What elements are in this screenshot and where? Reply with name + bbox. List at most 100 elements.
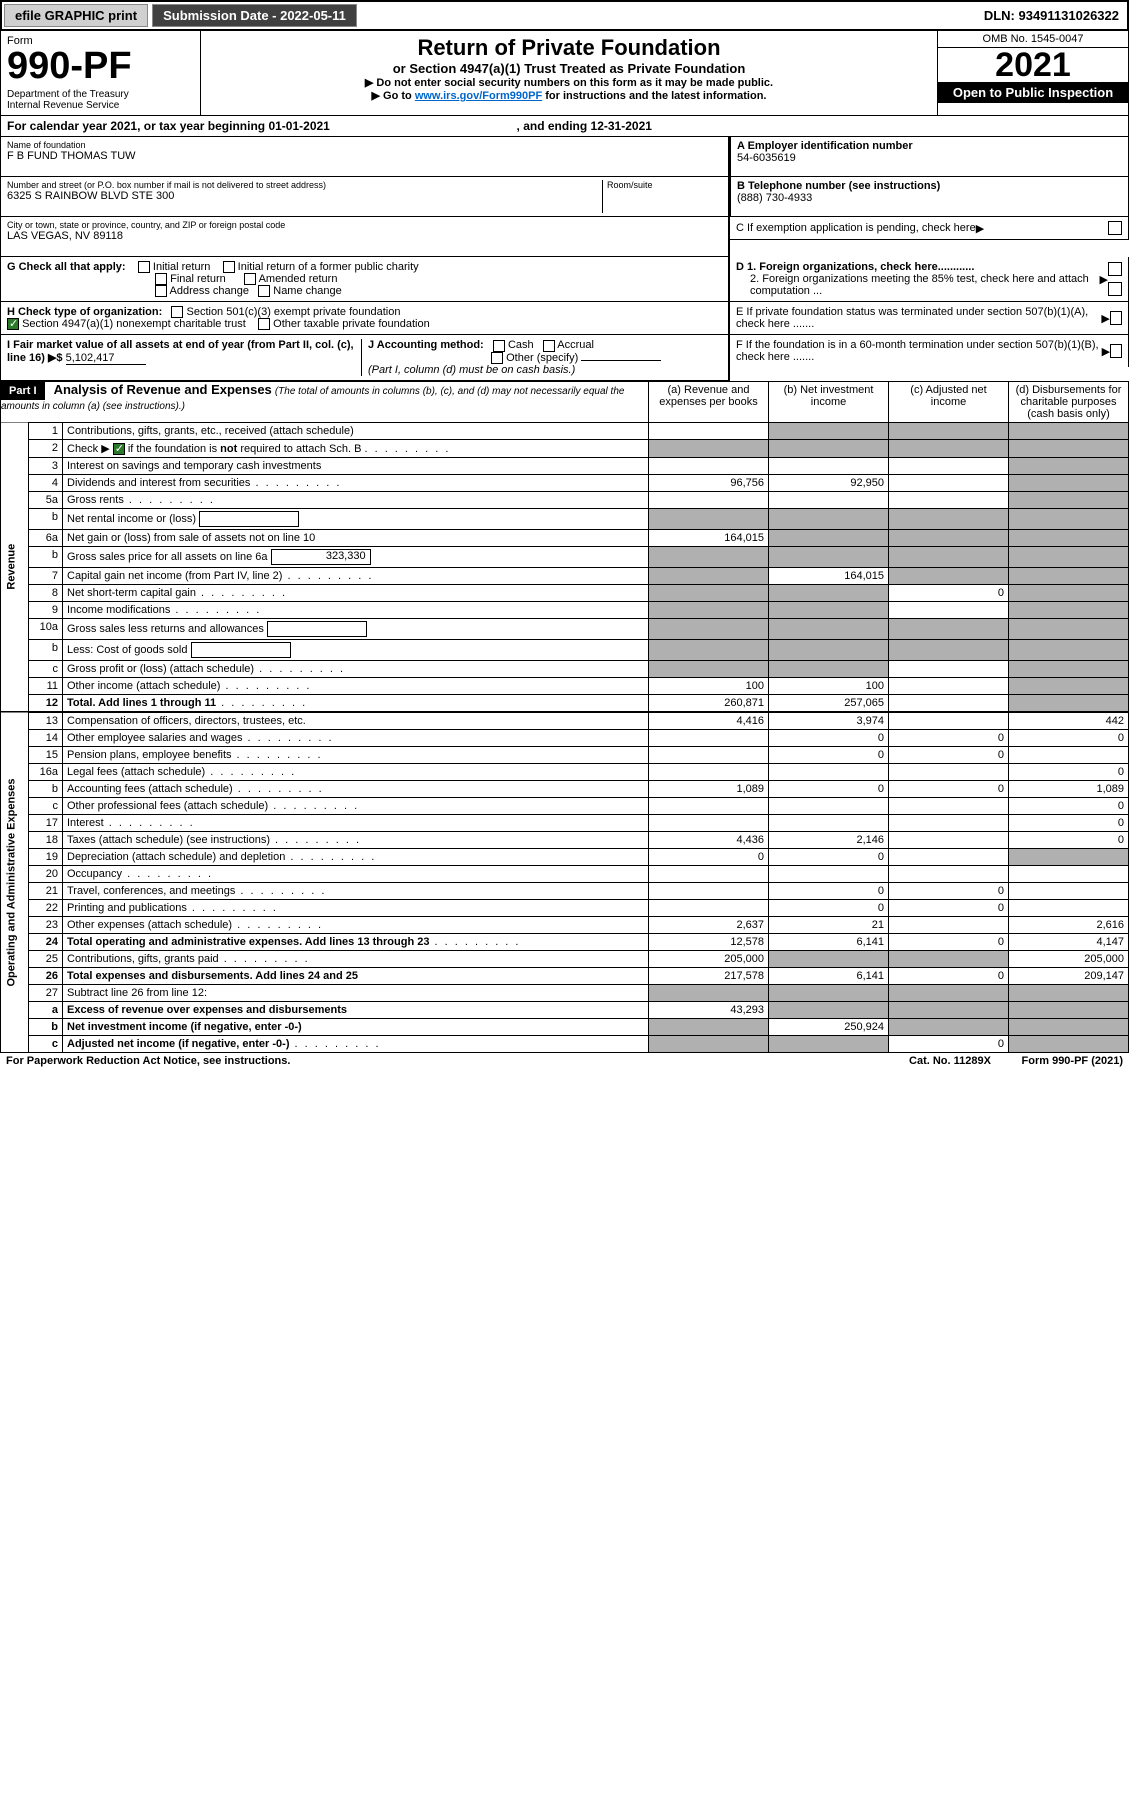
- ein-value: 54-6035619: [737, 152, 1122, 164]
- h-4947-checkbox[interactable]: [7, 318, 19, 330]
- h-501c3-checkbox[interactable]: [171, 306, 183, 318]
- g-initial-checkbox[interactable]: [138, 261, 150, 273]
- g-initial-former-label: Initial return of a former public charit…: [238, 261, 419, 273]
- g-final-label: Final return: [170, 273, 226, 285]
- h-other-label: Other taxable private foundation: [273, 318, 430, 330]
- sub-input: 323,330: [271, 549, 371, 565]
- foundation-address: 6325 S RAINBOW BLVD STE 300: [7, 190, 602, 202]
- line-desc: Total operating and administrative expen…: [63, 933, 649, 950]
- h-other-checkbox[interactable]: [258, 318, 270, 330]
- i-value: 5,102,417: [66, 352, 146, 365]
- h-4947-label: Section 4947(a)(1) nonexempt charitable …: [22, 318, 246, 330]
- room-label: Room/suite: [607, 180, 722, 190]
- d2-checkbox[interactable]: [1108, 282, 1122, 296]
- footer-row: For Paperwork Reduction Act Notice, see …: [0, 1053, 1129, 1069]
- line-desc: Other professional fees (attach schedule…: [63, 797, 649, 814]
- h-501c3-label: Section 501(c)(3) exempt private foundat…: [186, 306, 400, 318]
- line-desc: Capital gain net income (from Part IV, l…: [63, 567, 649, 584]
- form-header: Form 990-PF Department of the Treasury I…: [0, 31, 1129, 116]
- line-number: 22: [29, 899, 63, 916]
- line-desc: Accounting fees (attach schedule): [63, 780, 649, 797]
- line-desc: Net rental income or (loss): [63, 508, 649, 529]
- e-checkbox[interactable]: [1110, 311, 1122, 325]
- line-desc: Dividends and interest from securities: [63, 474, 649, 491]
- calendar-year-row: For calendar year 2021, or tax year begi…: [0, 116, 1129, 137]
- line-number: c: [29, 660, 63, 677]
- line-desc: Net gain or (loss) from sale of assets n…: [63, 529, 649, 546]
- line-number: 16a: [29, 763, 63, 780]
- arrow-icon: ▶: [1101, 312, 1109, 325]
- line-desc: Depreciation (attach schedule) and deple…: [63, 848, 649, 865]
- side-label: Operating and Administrative Expenses: [1, 712, 29, 1053]
- line-desc: Total expenses and disbursements. Add li…: [63, 967, 649, 984]
- line-desc: Net short-term capital gain: [63, 584, 649, 601]
- line-desc: Less: Cost of goods sold: [63, 639, 649, 660]
- g-address-checkbox[interactable]: [155, 285, 167, 297]
- d1-checkbox[interactable]: [1108, 262, 1122, 276]
- line-number: 10a: [29, 618, 63, 639]
- irs-link[interactable]: www.irs.gov/Form990PF: [415, 90, 542, 102]
- part1-title: Analysis of Revenue and Expenses: [54, 382, 272, 397]
- line-desc: Compensation of officers, directors, tru…: [63, 712, 649, 730]
- g-initial-former-checkbox[interactable]: [223, 261, 235, 273]
- f-label: F If the foundation is in a 60-month ter…: [736, 339, 1102, 363]
- form-ref: Form 990-PF (2021): [1022, 1055, 1123, 1067]
- j-note: (Part I, column (d) must be on cash basi…: [368, 364, 575, 376]
- line-desc: Travel, conferences, and meetings: [63, 882, 649, 899]
- line-number: 3: [29, 457, 63, 474]
- d2-label: 2. Foreign organizations meeting the 85%…: [736, 273, 1100, 297]
- line-number: 20: [29, 865, 63, 882]
- line-number: 24: [29, 933, 63, 950]
- g-final-checkbox[interactable]: [155, 273, 167, 285]
- dln: DLN: 93491131026322: [976, 5, 1127, 26]
- efile-button[interactable]: efile GRAPHIC print: [4, 4, 148, 27]
- line-desc: Net investment income (if negative, ente…: [63, 1018, 649, 1035]
- line-number: 18: [29, 831, 63, 848]
- top-bar: efile GRAPHIC print Submission Date - 20…: [0, 0, 1129, 31]
- line-desc: Subtract line 26 from line 12:: [63, 984, 649, 1001]
- line-number: 12: [29, 694, 63, 712]
- phone-value: (888) 730-4933: [737, 192, 1122, 204]
- line-number: 19: [29, 848, 63, 865]
- j-label: J Accounting method:: [368, 339, 484, 351]
- sub-input: [267, 621, 367, 637]
- line-number: 26: [29, 967, 63, 984]
- schB-checkbox[interactable]: [113, 443, 125, 455]
- line-desc: Adjusted net income (if negative, enter …: [63, 1035, 649, 1052]
- g-amended-checkbox[interactable]: [244, 273, 256, 285]
- form-note-2: ▶ Go to www.irs.gov/Form990PF for instru…: [205, 89, 933, 102]
- line-number: 5a: [29, 491, 63, 508]
- j-cash-checkbox[interactable]: [493, 340, 505, 352]
- line-number: 2: [29, 439, 63, 457]
- arrow-icon: ▶: [1102, 345, 1110, 358]
- city-label: City or town, state or province, country…: [7, 220, 722, 230]
- line-number: 8: [29, 584, 63, 601]
- line-number: 25: [29, 950, 63, 967]
- d1-label: D 1. Foreign organizations, check here..…: [736, 261, 974, 273]
- form-subtitle: or Section 4947(a)(1) Trust Treated as P…: [205, 61, 933, 76]
- line-desc: Excess of revenue over expenses and disb…: [63, 1001, 649, 1018]
- j-other-checkbox[interactable]: [491, 352, 503, 364]
- line-number: a: [29, 1001, 63, 1018]
- line-desc: Gross profit or (loss) (attach schedule): [63, 660, 649, 677]
- g-name-checkbox[interactable]: [258, 285, 270, 297]
- line-desc: Check ▶ if the foundation is not require…: [63, 439, 649, 457]
- form-title: Return of Private Foundation: [205, 35, 933, 61]
- line-number: 21: [29, 882, 63, 899]
- f-checkbox[interactable]: [1110, 344, 1122, 358]
- side-label: Revenue: [1, 422, 29, 712]
- line-desc: Other income (attach schedule): [63, 677, 649, 694]
- form-number: 990-PF: [7, 47, 194, 85]
- form-note-1: ▶ Do not enter social security numbers o…: [205, 76, 933, 89]
- submission-date-button[interactable]: Submission Date - 2022-05-11: [152, 4, 357, 27]
- h-label: H Check type of organization:: [7, 306, 162, 318]
- j-accrual-checkbox[interactable]: [543, 340, 555, 352]
- arrow-icon: ▶: [1100, 273, 1108, 286]
- line-number: 15: [29, 746, 63, 763]
- line-desc: Pension plans, employee benefits: [63, 746, 649, 763]
- e-label: E If private foundation status was termi…: [736, 306, 1101, 330]
- c-checkbox[interactable]: [1108, 221, 1122, 235]
- j-accrual-label: Accrual: [557, 339, 594, 351]
- line-number: 14: [29, 729, 63, 746]
- addr-label: Number and street (or P.O. box number if…: [7, 180, 602, 190]
